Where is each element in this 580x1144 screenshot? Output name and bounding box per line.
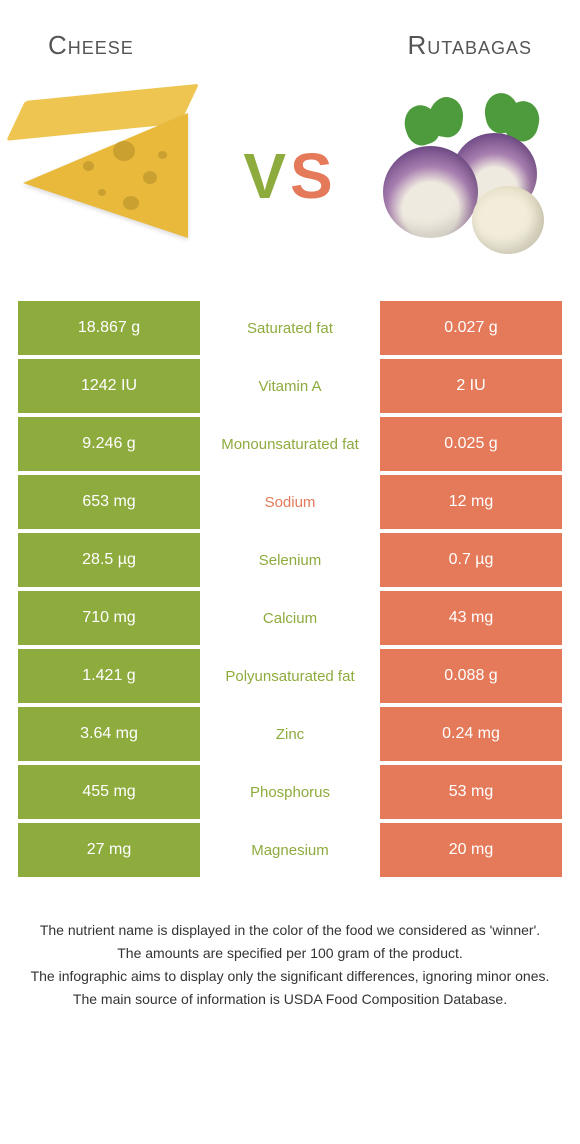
value-left: 18.867 g xyxy=(18,301,200,355)
nutrient-name: Sodium xyxy=(200,475,380,529)
table-row: 1242 IUVitamin A2 IU xyxy=(18,359,562,413)
title-left: Cheese xyxy=(48,30,134,61)
value-right: 0.7 µg xyxy=(380,533,562,587)
footer-line: The nutrient name is displayed in the co… xyxy=(18,921,562,940)
comparison-table: 18.867 gSaturated fat0.027 g1242 IUVitam… xyxy=(18,301,562,881)
food-image-left xyxy=(18,91,208,261)
value-right: 0.088 g xyxy=(380,649,562,703)
value-left: 28.5 µg xyxy=(18,533,200,587)
nutrient-name: Selenium xyxy=(200,533,380,587)
value-left: 1.421 g xyxy=(18,649,200,703)
value-right: 53 mg xyxy=(380,765,562,819)
value-left: 3.64 mg xyxy=(18,707,200,761)
title-row: Cheese Rutabagas xyxy=(18,20,562,71)
value-right: 20 mg xyxy=(380,823,562,877)
nutrient-name: Zinc xyxy=(200,707,380,761)
value-right: 0.24 mg xyxy=(380,707,562,761)
table-row: 3.64 mgZinc0.24 mg xyxy=(18,707,562,761)
value-right: 12 mg xyxy=(380,475,562,529)
table-row: 653 mgSodium12 mg xyxy=(18,475,562,529)
value-right: 43 mg xyxy=(380,591,562,645)
table-row: 9.246 gMonounsaturated fat0.025 g xyxy=(18,417,562,471)
food-image-right xyxy=(372,91,562,261)
nutrient-name: Monounsaturated fat xyxy=(200,417,380,471)
vs-label: VS xyxy=(243,139,336,213)
value-right: 2 IU xyxy=(380,359,562,413)
footer: The nutrient name is displayed in the co… xyxy=(0,921,580,1009)
hero: VS xyxy=(18,81,562,271)
table-row: 28.5 µgSelenium0.7 µg xyxy=(18,533,562,587)
value-left: 710 mg xyxy=(18,591,200,645)
nutrient-name: Polyunsaturated fat xyxy=(200,649,380,703)
footer-line: The amounts are specified per 100 gram o… xyxy=(18,944,562,963)
value-left: 9.246 g xyxy=(18,417,200,471)
value-left: 653 mg xyxy=(18,475,200,529)
footer-line: The infographic aims to display only the… xyxy=(18,967,562,986)
value-right: 0.025 g xyxy=(380,417,562,471)
footer-line: The main source of information is USDA F… xyxy=(18,990,562,1009)
value-left: 27 mg xyxy=(18,823,200,877)
table-row: 710 mgCalcium43 mg xyxy=(18,591,562,645)
table-row: 1.421 gPolyunsaturated fat0.088 g xyxy=(18,649,562,703)
table-row: 455 mgPhosphorus53 mg xyxy=(18,765,562,819)
vs-v: V xyxy=(243,140,290,212)
value-right: 0.027 g xyxy=(380,301,562,355)
nutrient-name: Calcium xyxy=(200,591,380,645)
vs-s: S xyxy=(290,140,337,212)
value-left: 455 mg xyxy=(18,765,200,819)
table-row: 27 mgMagnesium20 mg xyxy=(18,823,562,877)
nutrient-name: Saturated fat xyxy=(200,301,380,355)
nutrient-name: Magnesium xyxy=(200,823,380,877)
nutrient-name: Phosphorus xyxy=(200,765,380,819)
nutrient-name: Vitamin A xyxy=(200,359,380,413)
value-left: 1242 IU xyxy=(18,359,200,413)
table-row: 18.867 gSaturated fat0.027 g xyxy=(18,301,562,355)
title-right: Rutabagas xyxy=(408,30,532,61)
